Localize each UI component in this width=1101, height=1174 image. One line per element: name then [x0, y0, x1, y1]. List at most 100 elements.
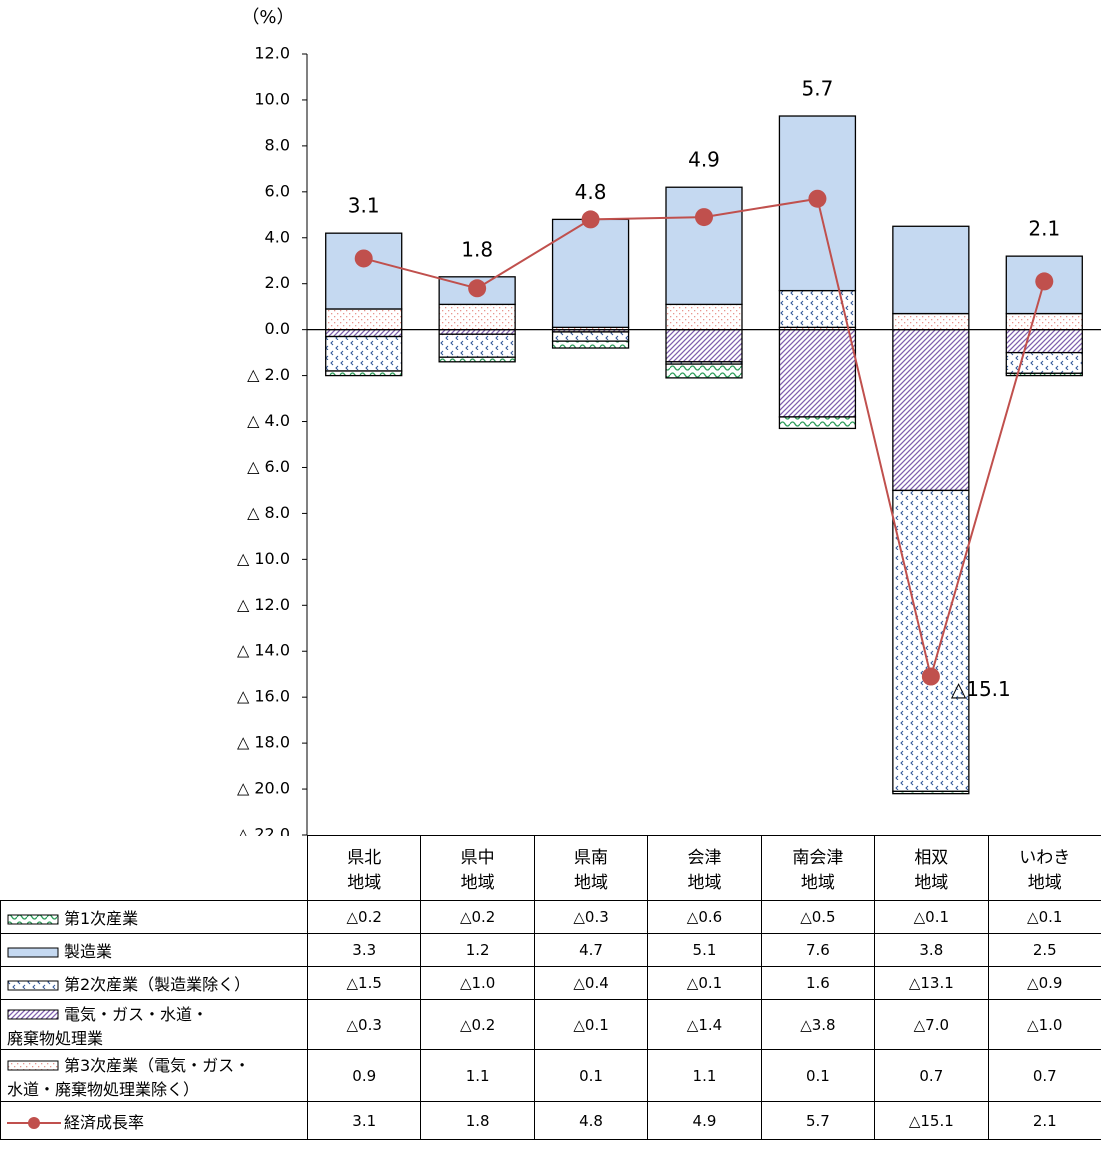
bar-segment [551, 331, 630, 342]
y-tick-label: △ 16.0 [237, 687, 290, 706]
legend-swatch [7, 1117, 61, 1129]
table-value: △13.1 [874, 966, 989, 1000]
line-marker [468, 279, 487, 298]
y-tick-label: △ 6.0 [247, 457, 290, 476]
y-tick-label: △ 10.0 [237, 549, 290, 568]
y-tick-label: 4.0 [265, 227, 290, 246]
category-label: 県南 地域 [533, 835, 649, 901]
table-row: 製造業 3.3 1.2 4.7 5.1 7.6 3.8 2.5 [0, 933, 1101, 967]
table-value: 0.9 [306, 1049, 422, 1102]
table-value: 3.1 [306, 1101, 422, 1140]
category-label: 県北 地域 [306, 835, 422, 901]
data-label: 1.8 [461, 237, 493, 261]
table-value: 1.6 [760, 966, 876, 1000]
legend-label: 製造業 [64, 942, 113, 961]
table-value: 7.6 [760, 933, 876, 967]
table-value: △0.4 [533, 966, 649, 1000]
data-label: 4.8 [575, 180, 607, 204]
category-label: 南会津 地域 [760, 835, 876, 901]
legend-swatch [7, 1060, 59, 1071]
data-label: 3.1 [348, 194, 380, 218]
table-value: △0.6 [647, 900, 762, 934]
legend-cell: 第3次産業（電気・ガス・ 水道・廃棄物処理業除く） [0, 1049, 308, 1102]
line-marker [921, 667, 940, 686]
data-label: 4.9 [688, 148, 720, 172]
y-unit: （%） [241, 7, 294, 28]
bar-segment [325, 232, 403, 310]
data-label: △15.1 [951, 677, 1011, 701]
bar-segment [665, 186, 743, 306]
bar-segment [325, 328, 403, 338]
y-tick-label: △ 20.0 [237, 779, 290, 798]
bar-segment [892, 328, 970, 492]
table-value: △0.5 [760, 900, 876, 934]
line-marker [581, 210, 600, 229]
y-tick-label: △ 8.0 [247, 503, 290, 522]
legend-cell: 製造業 [0, 933, 308, 967]
category-label: 県中 地域 [420, 835, 535, 901]
bar-segment [778, 328, 857, 418]
table-value: △0.2 [420, 999, 535, 1050]
y-tick-label: 0.0 [265, 319, 290, 338]
y-tick-label: 8.0 [265, 135, 290, 154]
bar-segment [438, 333, 516, 358]
table-value: 2.1 [987, 1101, 1101, 1140]
table-value: 3.8 [874, 933, 989, 967]
legend-swatch [7, 980, 59, 990]
table-value: △0.1 [647, 966, 762, 1000]
table-value: △1.0 [987, 999, 1101, 1050]
bar-segment [1005, 312, 1083, 331]
table-value: △0.1 [874, 900, 989, 934]
bar-segment [665, 328, 743, 363]
line-marker [354, 249, 373, 268]
table-value: 4.9 [647, 1101, 762, 1140]
y-tick-label: △ 14.0 [237, 641, 290, 660]
y-tick-label: 2.0 [265, 273, 290, 292]
bar-segment [438, 328, 516, 335]
data-table: 県北 地域 県中 地域 県南 地域 会津 地域 南会津 地域 相双 地域 いわき 地域第1次… [0, 835, 1101, 1140]
legend-label: 電気・ガス・水道・ 廃棄物処理業 [7, 1004, 209, 1048]
line-marker [695, 208, 713, 227]
line-marker [1035, 272, 1054, 291]
table-value: △0.2 [420, 900, 535, 934]
table-value: △1.5 [306, 966, 422, 1000]
table-row: 第2次産業（製造業除く） △1.5 △1.0 △0.4 △0.1 1.6 △13.1 △0.9 [0, 966, 1101, 1000]
table-value: 1.2 [420, 933, 535, 967]
y-tick-label: △ 2.0 [247, 365, 290, 384]
bar-segment [325, 370, 403, 377]
y-tick-label: △ 12.0 [237, 595, 290, 614]
table-value: △0.3 [533, 900, 649, 934]
line-marker [808, 189, 827, 208]
table-value: 5.7 [760, 1101, 876, 1140]
table-row: 経済成長率 3.1 1.8 4.8 4.9 5.7 △15.1 2.1 [0, 1101, 1101, 1140]
legend-cell: 経済成長率 [0, 1101, 308, 1140]
bar-segment [892, 790, 970, 795]
table-value: △15.1 [874, 1101, 989, 1140]
table-value: 3.3 [306, 933, 422, 967]
legend-swatch [7, 947, 59, 957]
category-label: 相双 地域 [874, 835, 989, 901]
bar-segment [892, 225, 970, 315]
table-value: 4.7 [533, 933, 649, 967]
legend-cell: 電気・ガス・水道・ 廃棄物処理業 [0, 999, 308, 1050]
bar-segment [665, 363, 743, 379]
legend-cell: 第1次産業 [0, 900, 308, 934]
bar-segment [1005, 372, 1083, 377]
table-value: 0.1 [760, 1049, 876, 1102]
table-value: △0.3 [306, 999, 422, 1050]
category-label: 会津 地域 [647, 835, 762, 901]
bar-segment [551, 218, 630, 328]
table-value: 0.7 [874, 1049, 989, 1102]
y-tick-label: 12.0 [254, 44, 290, 63]
table-row: 第1次産業 △0.2 △0.2 △0.3 △0.6 △0.5 △0.1 △0.1 [0, 900, 1101, 934]
bar-segment [778, 416, 857, 430]
table-value: △1.4 [647, 999, 762, 1050]
table-value: △1.0 [420, 966, 535, 1000]
table-row: 電気・ガス・水道・ 廃棄物処理業 △0.3 △0.2 △0.1 △1.4 △3.8 △7.0… [0, 999, 1101, 1050]
legend-cell: 第2次産業（製造業除く） [0, 966, 308, 1000]
legend-label: 経済成長率 [64, 1112, 145, 1132]
chart: （%） 12.0 10.0 8.0 6.0 4.0 2.0 0.0 △ 2.0 △ 4.0 △ 6… [237, 7, 1101, 836]
table-value: 4.8 [533, 1101, 649, 1140]
category-label: いわき 地域 [987, 835, 1101, 901]
